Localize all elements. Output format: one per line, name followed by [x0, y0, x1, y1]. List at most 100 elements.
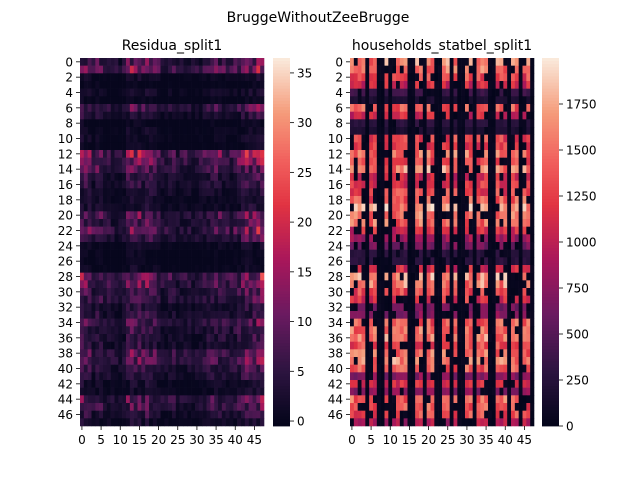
heatmap-cell — [373, 265, 378, 273]
colorbar-segment — [273, 330, 290, 335]
colorbar-segment — [273, 159, 290, 163]
heatmap-cell — [233, 410, 238, 419]
heatmap-cell — [442, 303, 447, 312]
heatmap-cell — [191, 134, 196, 143]
heatmap-cell — [426, 104, 431, 112]
heatmap-cell — [438, 165, 443, 174]
heatmap-cell — [376, 303, 381, 312]
heatmap-cell — [229, 81, 234, 89]
heatmap-cell — [426, 303, 431, 312]
heatmap-cell — [453, 104, 458, 112]
heatmap-cell — [172, 73, 177, 82]
heatmap-cell — [392, 349, 397, 358]
heatmap-cell — [221, 127, 226, 135]
heatmap-cell — [426, 357, 431, 365]
heatmap-cell — [198, 196, 203, 204]
heatmap-cell — [399, 380, 404, 388]
heatmap-cell — [353, 196, 358, 204]
heatmap-cell — [233, 372, 238, 381]
heatmap-cell — [384, 165, 389, 174]
heatmap-cell — [442, 111, 447, 120]
heatmap-cell — [384, 219, 389, 227]
heatmap-cell — [426, 119, 431, 128]
heatmap-cell — [499, 65, 504, 74]
heatmap-cell — [476, 188, 481, 197]
heatmap-cell — [256, 295, 261, 304]
heatmap-cell — [434, 81, 439, 89]
heatmap-cell — [133, 127, 138, 135]
heatmap-cell — [373, 364, 378, 373]
heatmap-cell — [480, 357, 485, 365]
heatmap-cell — [484, 280, 489, 289]
heatmap-cell — [160, 119, 165, 128]
colorbar-segment — [273, 370, 290, 375]
heatmap-cell — [403, 403, 408, 411]
heatmap-cell — [145, 242, 150, 250]
heatmap-cell — [206, 418, 211, 427]
heatmap-cell — [434, 234, 439, 243]
heatmap-cell — [430, 395, 435, 404]
heatmap-cell — [221, 96, 226, 105]
heatmap-cell — [392, 81, 397, 89]
heatmap-cell — [133, 410, 138, 419]
heatmap-cell — [468, 311, 473, 319]
heatmap-cell — [511, 142, 516, 151]
heatmap-cell — [415, 211, 420, 220]
heatmap-cell — [434, 134, 439, 143]
heatmap-cell — [449, 104, 454, 112]
heatmap-cell — [461, 234, 466, 243]
heatmap-cell — [396, 81, 401, 89]
colorbar-segment — [542, 352, 559, 356]
heatmap-cell — [114, 104, 119, 112]
heatmap-cell — [365, 318, 370, 327]
heatmap-cell — [403, 142, 408, 151]
heatmap-cell — [457, 219, 462, 227]
heatmap-cell — [218, 96, 223, 105]
heatmap-cell — [126, 157, 131, 166]
colorbar-segment — [542, 380, 559, 384]
heatmap-cell — [353, 311, 358, 319]
heatmap-cell — [526, 387, 531, 396]
heatmap-cell — [83, 188, 88, 197]
heatmap-cell — [187, 265, 192, 273]
heatmap-cell — [237, 134, 242, 143]
heatmap-cell — [252, 295, 257, 304]
heatmap-cell — [422, 211, 427, 220]
heatmap-cell — [373, 157, 378, 166]
heatmap-cell — [369, 58, 374, 66]
heatmap-cell — [503, 73, 508, 82]
heatmap-cell — [373, 288, 378, 296]
heatmap-cell — [256, 403, 261, 411]
heatmap-cell — [461, 188, 466, 197]
heatmap-cell — [415, 334, 420, 342]
heatmap-cell — [445, 280, 450, 289]
heatmap-cell — [465, 349, 470, 358]
heatmap-cell — [225, 403, 230, 411]
heatmap-cell — [160, 326, 165, 335]
heatmap-cell — [129, 119, 134, 128]
heatmap-cell — [129, 88, 134, 97]
heatmap-cell — [87, 334, 92, 342]
heatmap-cell — [403, 341, 408, 350]
heatmap-cell — [530, 96, 535, 105]
heatmap-cell — [396, 334, 401, 342]
heatmap-cell — [495, 303, 500, 312]
heatmap-cell — [110, 165, 115, 174]
heatmap-cell — [241, 295, 246, 304]
heatmap-cell — [376, 119, 381, 128]
heatmap-cell — [126, 380, 131, 388]
heatmap-cell — [384, 357, 389, 365]
heatmap-cell — [526, 272, 531, 281]
colorbar-segment — [542, 284, 559, 289]
heatmap-cell — [499, 387, 504, 396]
colorbar-segment — [542, 143, 559, 148]
heatmap-cell — [396, 150, 401, 158]
heatmap-cell — [384, 173, 389, 181]
heatmap-cell — [419, 196, 424, 204]
heatmap-cell — [388, 150, 393, 158]
heatmap-cell — [252, 326, 257, 335]
heatmap-cell — [87, 88, 92, 97]
heatmap-cell — [225, 372, 230, 381]
heatmap-cell — [168, 150, 173, 158]
heatmap-cell — [80, 387, 85, 396]
